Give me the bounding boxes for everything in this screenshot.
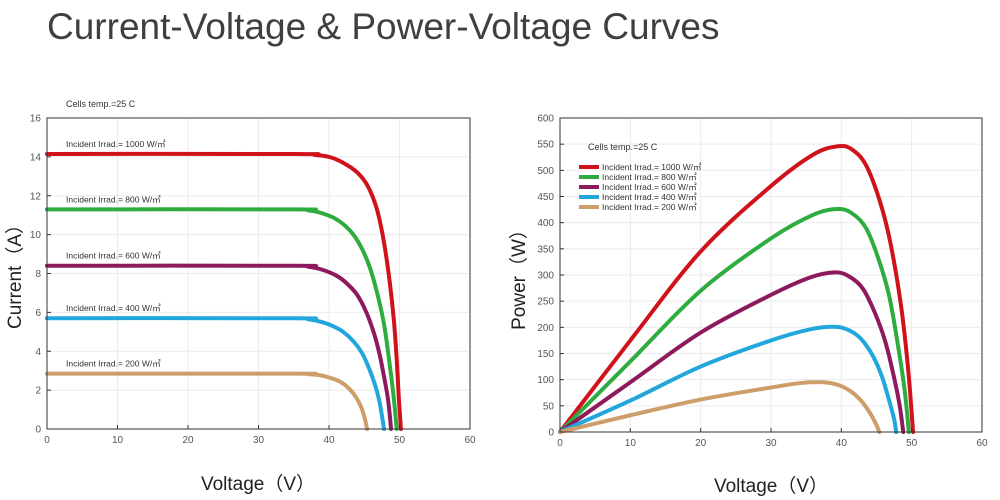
pv-series-line-1000w: [558, 143, 916, 434]
iv-series-label: Incident Irrad.= 1000 W/㎡: [66, 139, 166, 149]
pv-legend-label: Incident Irrad.= 200 W/㎡: [602, 202, 697, 212]
pv-y-tick-label: 550: [537, 140, 554, 151]
pv-x-tick-label: 20: [695, 438, 707, 449]
pv-y-axis-title: Power（W）: [508, 220, 530, 330]
pv-series-line-400w: [558, 324, 899, 434]
iv-y-tick-label: 0: [35, 425, 41, 436]
pv-legend-label: Incident Irrad.= 1000 W/㎡: [602, 162, 702, 172]
pv-legend-label: Incident Irrad.= 800 W/㎡: [602, 172, 697, 182]
pv-y-tick-label: 150: [537, 349, 554, 360]
iv-x-tick-label: 50: [394, 435, 406, 446]
iv-ticks: 0 10 20 30 40 50 60 0 2 4 6 8 10 12 14 16: [30, 114, 476, 447]
iv-x-tick-label: 20: [182, 435, 194, 446]
iv-y-axis-title: Current（A）: [4, 215, 26, 329]
iv-x-tick-label: 40: [323, 435, 335, 446]
pv-series: [558, 143, 916, 434]
pv-y-tick-label: 250: [537, 297, 554, 308]
iv-labels: Incident Irrad.= 1000 W/㎡ Incident Irrad.…: [66, 139, 166, 369]
pv-x-tick-label: 10: [625, 438, 637, 449]
pv-x-tick-label: 30: [765, 438, 777, 449]
pv-y-tick-label: 600: [537, 114, 554, 125]
pv-y-tick-label: 350: [537, 244, 554, 255]
iv-series-label: Incident Irrad.= 200 W/㎡: [66, 359, 161, 369]
iv-series-line-200w: [45, 371, 370, 431]
iv-series-label: Incident Irrad.= 600 W/㎡: [66, 251, 161, 261]
pv-legend-label: Incident Irrad.= 400 W/㎡: [602, 192, 697, 202]
iv-y-tick-label: 16: [30, 114, 42, 125]
pv-y-tick-label: 200: [537, 323, 554, 334]
iv-y-tick-label: 14: [30, 152, 42, 163]
pv-legend-label: Incident Irrad.= 600 W/㎡: [602, 182, 697, 192]
pv-y-tick-label: 100: [537, 375, 554, 386]
pv-ticks: 0 10 20 30 40 50 60050100150200250300350400450…: [537, 114, 988, 450]
iv-x-tick-label: 10: [112, 435, 124, 446]
pv-x-tick-label: 0: [557, 438, 563, 449]
pv-y-tick-label: 400: [537, 218, 554, 229]
pv-x-tick-label: 50: [906, 438, 918, 449]
iv-x-tick-label: 60: [464, 435, 476, 446]
pv-x-axis-title: Voltage（V）: [714, 475, 828, 497]
pv-y-tick-label: 50: [543, 401, 555, 412]
iv-series: [45, 151, 403, 431]
iv-x-axis-title: Voltage（V）: [201, 473, 315, 495]
pv-y-tick-label: 500: [537, 166, 554, 177]
iv-y-tick-label: 6: [35, 308, 41, 319]
page-title: Current-Voltage & Power-Voltage Curves: [47, 6, 720, 47]
iv-x-tick-label: 30: [253, 435, 265, 446]
pv-cells-temp-note: Cells temp.=25 C: [588, 142, 658, 152]
iv-series-line-400w: [45, 316, 386, 431]
iv-series-line-1000w: [45, 151, 403, 431]
iv-cells-temp-note: Cells temp.=25 C: [66, 99, 136, 109]
pv-x-tick-label: 40: [836, 438, 848, 449]
iv-series-label: Incident Irrad.= 800 W/㎡: [66, 194, 161, 204]
pv-y-tick-label: 0: [548, 428, 554, 439]
iv-series-line-600w: [45, 263, 394, 431]
iv-series-label: Incident Irrad.= 400 W/㎡: [66, 303, 161, 313]
iv-y-tick-label: 2: [35, 386, 41, 397]
pv-y-tick-label: 450: [537, 192, 554, 203]
iv-y-tick-label: 4: [35, 347, 41, 358]
pv-y-tick-label: 300: [537, 271, 554, 282]
iv-y-tick-label: 10: [30, 230, 42, 241]
pv-x-tick-label: 60: [976, 438, 988, 449]
iv-x-tick-label: 0: [44, 435, 50, 446]
pv-series-line-200w: [558, 380, 882, 434]
iv-y-tick-label: 8: [35, 269, 41, 280]
pv-series-line-600w: [558, 270, 906, 434]
iv-series-line-800w: [45, 207, 399, 431]
iv-y-tick-label: 12: [30, 191, 42, 202]
pv-series-line-800w: [558, 207, 911, 434]
